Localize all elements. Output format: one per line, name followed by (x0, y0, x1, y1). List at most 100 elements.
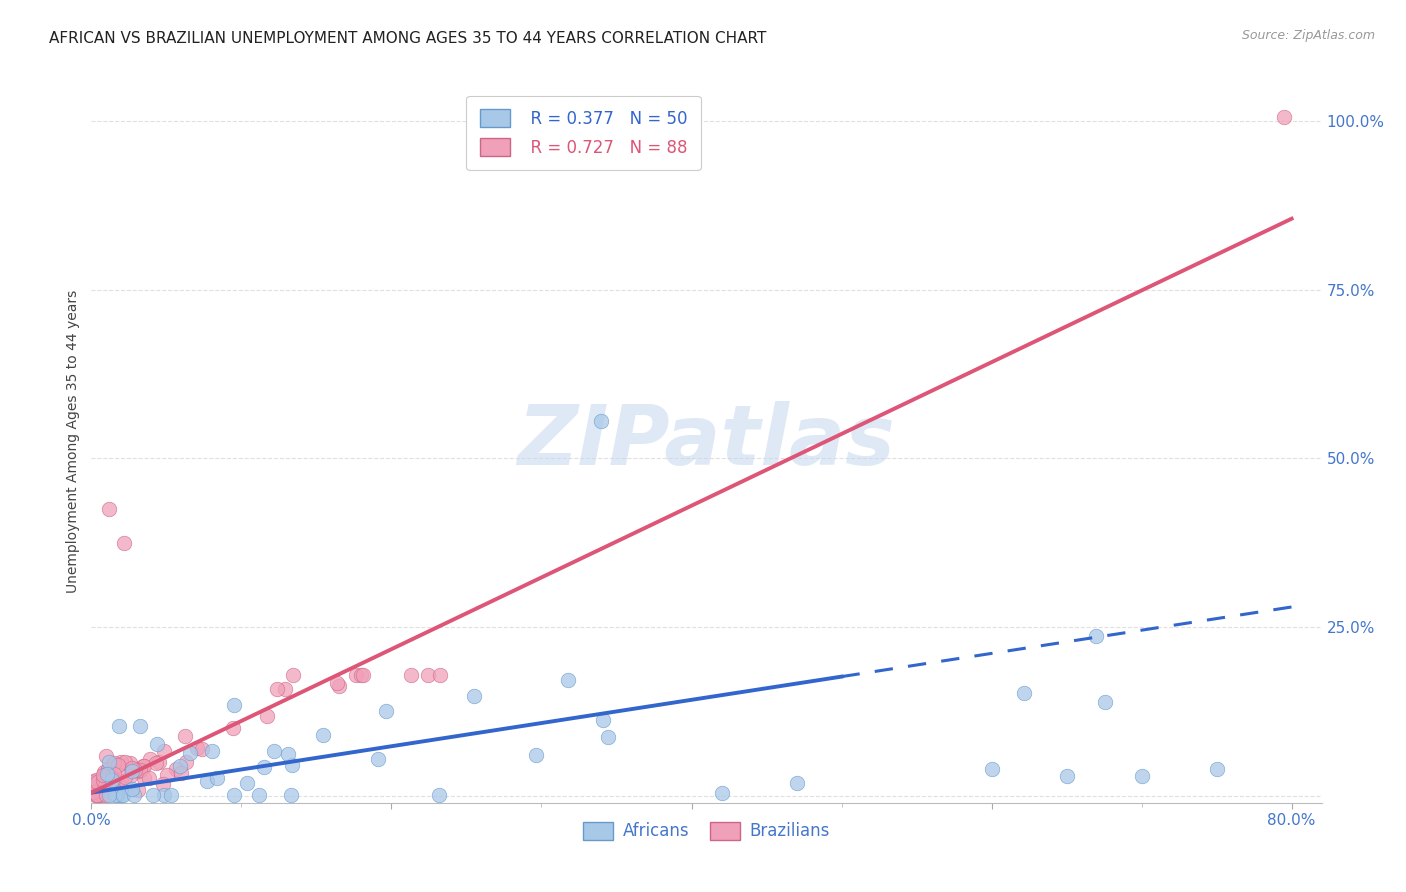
Point (222, 698, 245, 712)
Point (980, 762, 1002, 776)
Point (114, 770, 136, 784)
Point (105, 789, 128, 803)
Text: Source: ZipAtlas.com: Source: ZipAtlas.com (1241, 29, 1375, 42)
Point (98, 502, 121, 516)
Point (93, 764, 115, 779)
Point (186, 741, 208, 756)
Point (110, 774, 132, 789)
Point (153, 788, 176, 802)
Point (195, 774, 218, 789)
Point (83, 774, 105, 789)
Point (112, 536, 135, 550)
Point (91, 789, 114, 803)
Point (247, 789, 270, 803)
Point (121, 782, 143, 797)
Point (146, 737, 169, 751)
Point (173, 729, 195, 743)
Point (97, 789, 120, 803)
Point (122, 789, 145, 803)
Point (94, 789, 117, 803)
Point (418, 667, 440, 681)
Point (82, 779, 104, 793)
Point (1085, 629, 1108, 643)
Point (86, 789, 108, 803)
Point (101, 770, 124, 784)
Point (281, 668, 304, 682)
Point (127, 762, 149, 776)
Point (91, 773, 114, 788)
Point (86, 789, 108, 803)
Point (179, 746, 201, 760)
Point (152, 776, 174, 790)
Point (252, 760, 274, 774)
Y-axis label: Unemployment Among Ages 35 to 44 years: Unemployment Among Ages 35 to 44 years (66, 290, 80, 593)
Point (91, 781, 114, 796)
Point (148, 755, 170, 769)
Point (118, 756, 141, 770)
Point (101, 773, 124, 788)
Point (84, 772, 107, 787)
Point (120, 770, 142, 784)
Text: AFRICAN VS BRAZILIAN UNEMPLOYMENT AMONG AGES 35 TO 44 YEARS CORRELATION CHART: AFRICAN VS BRAZILIAN UNEMPLOYMENT AMONG … (49, 31, 766, 46)
Point (367, 752, 389, 766)
Point (427, 789, 450, 803)
Point (352, 667, 374, 681)
Point (101, 780, 124, 795)
Point (82, 785, 104, 799)
Point (207, 771, 229, 785)
Point (312, 728, 335, 742)
Point (83, 789, 105, 803)
Point (326, 676, 349, 690)
Point (710, 786, 733, 800)
Point (103, 783, 125, 797)
Point (97, 785, 120, 799)
Point (1012, 686, 1035, 700)
Point (256, 709, 278, 723)
Point (174, 756, 197, 770)
Point (82, 785, 104, 799)
Point (121, 764, 143, 778)
Point (596, 731, 619, 745)
Point (170, 766, 193, 780)
Point (1056, 769, 1078, 783)
Point (97, 762, 120, 776)
Point (1272, 111, 1295, 125)
Point (96, 749, 118, 764)
Point (138, 771, 160, 785)
Point (83, 786, 105, 800)
Point (1205, 762, 1227, 776)
Text: ZIPatlas: ZIPatlas (517, 401, 896, 482)
Point (145, 756, 167, 771)
Point (266, 681, 288, 696)
Point (87, 789, 110, 803)
Point (103, 767, 125, 781)
Point (128, 719, 150, 733)
Point (132, 759, 155, 773)
Point (98, 782, 121, 797)
Point (277, 747, 299, 761)
Point (110, 755, 132, 769)
Legend: Africans, Brazilians: Africans, Brazilians (575, 814, 838, 848)
Point (124, 763, 146, 777)
Point (111, 789, 134, 803)
Point (132, 771, 155, 785)
Point (97, 774, 120, 789)
Point (101, 783, 124, 797)
Point (786, 775, 808, 789)
Point (142, 789, 165, 803)
Point (107, 757, 129, 772)
Point (280, 758, 302, 772)
Point (592, 714, 614, 728)
Point (104, 789, 127, 803)
Point (375, 704, 398, 718)
Point (138, 752, 160, 766)
Point (121, 761, 143, 775)
Point (100, 771, 122, 785)
Point (83, 773, 105, 788)
Point (87, 776, 110, 790)
Point (201, 744, 224, 758)
Point (274, 681, 297, 696)
Point (94, 771, 117, 785)
Point (86, 781, 108, 796)
Point (557, 673, 579, 688)
